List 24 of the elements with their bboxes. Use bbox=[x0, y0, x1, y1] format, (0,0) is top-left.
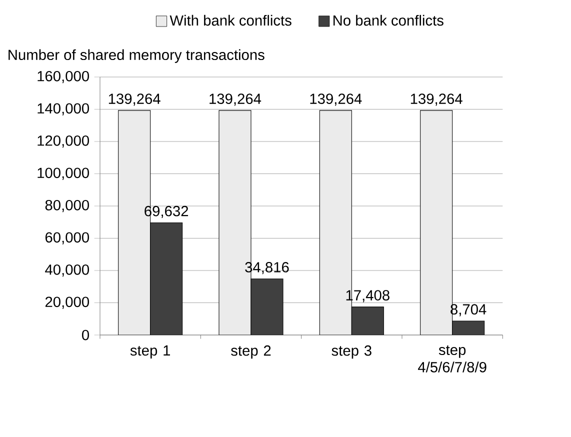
x-tick-label: step 3 bbox=[332, 345, 372, 359]
y-axis-title: Number of shared memory transactions bbox=[8, 49, 264, 63]
y-tick-label: 100,000 bbox=[38, 168, 90, 180]
data-label: 139,264 bbox=[210, 94, 262, 106]
legend-label: No bank conflicts bbox=[334, 14, 444, 26]
data-label: 139,264 bbox=[310, 94, 362, 106]
y-tick-label: 20,000 bbox=[45, 296, 90, 309]
x-tick-label: step 2 bbox=[231, 345, 271, 359]
x-tick-label: step 1 bbox=[130, 345, 170, 359]
bar bbox=[351, 306, 384, 335]
x-tick-label: step 4/5/6/7/8/9 bbox=[418, 345, 486, 372]
y-tick-label: 80,000 bbox=[45, 200, 90, 212]
y-tick-label: 160,000 bbox=[38, 70, 90, 84]
data-label: 139,264 bbox=[108, 94, 160, 106]
y-tick-label: 140,000 bbox=[38, 103, 90, 116]
y-tick-label: 120,000 bbox=[38, 135, 90, 148]
bar bbox=[452, 320, 485, 335]
legend-label: With bank conflicts bbox=[170, 14, 292, 26]
y-tick-label: 40,000 bbox=[45, 264, 90, 277]
data-label: 139,264 bbox=[410, 94, 462, 106]
y-tick-label: 0 bbox=[82, 330, 90, 340]
y-tick-label: 60,000 bbox=[45, 232, 90, 244]
bar bbox=[250, 278, 284, 335]
bar bbox=[150, 222, 183, 335]
